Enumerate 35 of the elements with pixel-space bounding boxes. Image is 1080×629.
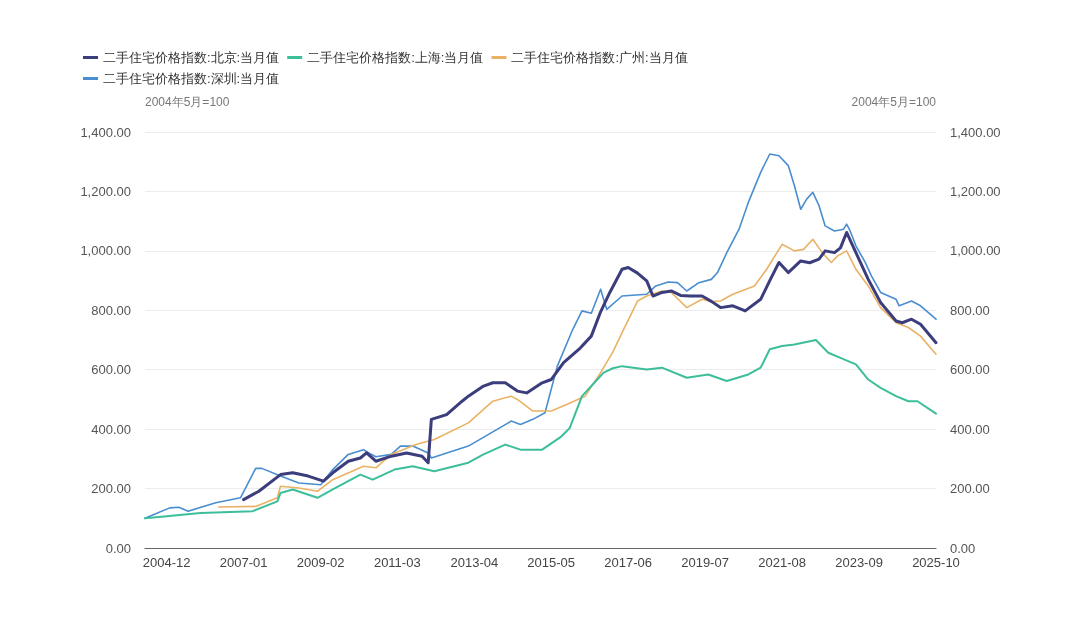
y-tick-label: 1,000.00 — [80, 243, 131, 259]
y-tick-label: 1,200.00 — [80, 183, 131, 199]
x-tick-label: 2007-01 — [219, 555, 268, 570]
y-tick-label: 800.00 — [91, 302, 131, 318]
y-axis-title: 2004年5月=100 — [145, 95, 230, 109]
y-tick-label: 400.00 — [91, 421, 131, 437]
y-tick-label: 0.00 — [105, 540, 131, 556]
y2-tick-label: 1,400.00 — [950, 124, 1001, 140]
x-tick-label: 2017-06 — [604, 555, 653, 570]
x-tick-label: 2011-03 — [373, 555, 421, 570]
x-tick-label: 2013-04 — [450, 555, 499, 570]
legend-label: 二手住宅价格指数:北京:当月值 — [103, 50, 280, 65]
y2-tick-label: 1,200.00 — [950, 183, 1001, 199]
legend-label: 二手住宅价格指数:广州:当月值 — [511, 50, 688, 65]
x-tick-label: 2015-05 — [527, 555, 576, 570]
legend-label: 二手住宅价格指数:深圳:当月值 — [103, 71, 280, 86]
x-tick-label: 2023-09 — [835, 555, 883, 570]
legend-label: 二手住宅价格指数:上海:当月值 — [307, 50, 484, 65]
y2-axis-title: 2004年5月=100 — [851, 95, 937, 109]
y2-tick-label: 800.00 — [950, 302, 990, 318]
x-tick-label: 2009-02 — [296, 555, 345, 570]
line-series — [144, 153, 937, 520]
y2-tick-label: 400.00 — [950, 421, 990, 437]
x-tick-label: 2019-07 — [681, 555, 729, 570]
line-series — [144, 339, 937, 520]
y-tick-label: 1,400.00 — [80, 124, 131, 140]
y-tick-label: 600.00 — [91, 362, 131, 378]
y2-tick-label: 1,000.00 — [950, 243, 1001, 259]
x-tick-label: 2021-08 — [758, 555, 806, 570]
y2-tick-label: 0.00 — [950, 540, 976, 556]
y-tick-label: 200.00 — [91, 481, 131, 497]
x-tick-label: 2004-12 — [142, 555, 191, 570]
x-tick-label: 2025-10 — [912, 555, 960, 570]
y2-tick-label: 600.00 — [950, 362, 990, 378]
y2-tick-label: 200.00 — [950, 481, 990, 497]
